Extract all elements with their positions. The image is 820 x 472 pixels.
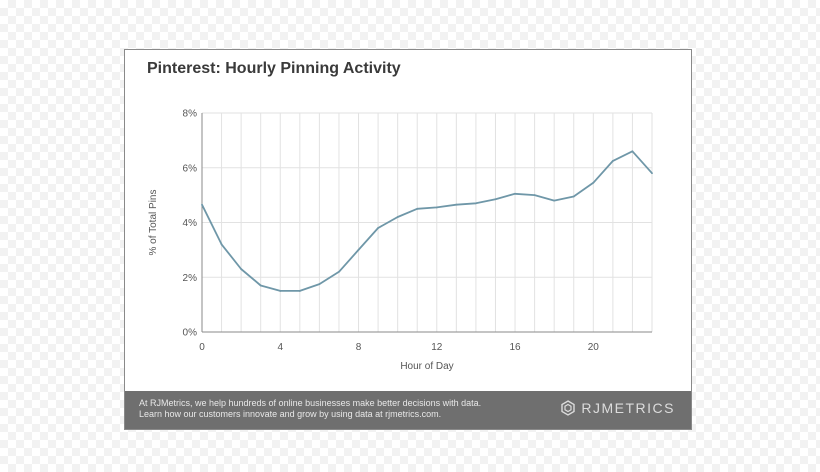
data-point: [240, 268, 243, 270]
data-point: [651, 172, 653, 175]
tick-labels: 0% 2% 4% 6% 8% 0 4 8 12 16 20: [183, 109, 600, 354]
axes: [201, 113, 652, 333]
data-point: [553, 199, 556, 202]
data-point: [494, 198, 497, 201]
y-axis-label: % of Total Pins: [148, 190, 159, 256]
data-point: [572, 195, 575, 198]
y-tick-label: 4%: [183, 218, 198, 229]
x-axis-label: Hour of Day: [400, 361, 453, 372]
y-tick-label: 2%: [183, 273, 198, 284]
y-tick-label: 6%: [183, 163, 198, 174]
x-tick-label: 12: [431, 342, 443, 353]
data-point: [357, 248, 360, 251]
footer-text: At RJMetrics, we help hundreds of online…: [139, 398, 481, 420]
x-tick-label: 16: [509, 342, 521, 353]
footer-line-2: Learn how our customers innovate and gro…: [139, 409, 442, 419]
line-chart: 0% 2% 4% 6% 8% 0 4 8 12 16 20 Hour of Day % of Tot…: [148, 109, 653, 372]
data-point: [377, 227, 379, 229]
x-tick-label: 0: [199, 342, 205, 353]
data-point: [279, 290, 282, 292]
grid: [201, 112, 653, 333]
x-tick-label: 8: [356, 342, 362, 353]
data-point: [259, 284, 262, 287]
data-point: [435, 206, 438, 209]
chart-card: Pinterest: Hourly Pinning Activity 0% 2% 4…: [124, 49, 692, 430]
y-tick-label: 8%: [183, 109, 198, 120]
chart-title: Pinterest: Hourly Pinning Activity: [147, 60, 401, 77]
data-point: [514, 192, 516, 195]
data-point: [455, 203, 458, 206]
x-tick-label: 20: [588, 342, 600, 353]
data-point: [318, 283, 321, 285]
data-point: [298, 290, 301, 292]
data-point: [475, 202, 477, 205]
footer-banner: At RJMetrics, we help hundreds of online…: [125, 391, 691, 429]
series: [201, 150, 653, 292]
series-line: [201, 150, 653, 292]
data-point: [201, 203, 203, 206]
data-point: [338, 270, 340, 273]
data-point: [631, 150, 634, 153]
data-point: [533, 194, 536, 197]
brand-logo: RJMETRICS: [560, 400, 675, 416]
brand-name: RJMETRICS: [581, 400, 675, 416]
footer-line-1: At RJMetrics, we help hundreds of online…: [139, 398, 482, 408]
data-point: [220, 243, 223, 246]
data-point: [592, 181, 595, 184]
data-point: [611, 160, 614, 162]
rjmetrics-logo-icon: [561, 400, 576, 416]
data-point: [416, 207, 419, 210]
data-point: [396, 216, 399, 218]
x-tick-label: 4: [277, 342, 283, 353]
y-tick-label: 0%: [183, 328, 198, 339]
